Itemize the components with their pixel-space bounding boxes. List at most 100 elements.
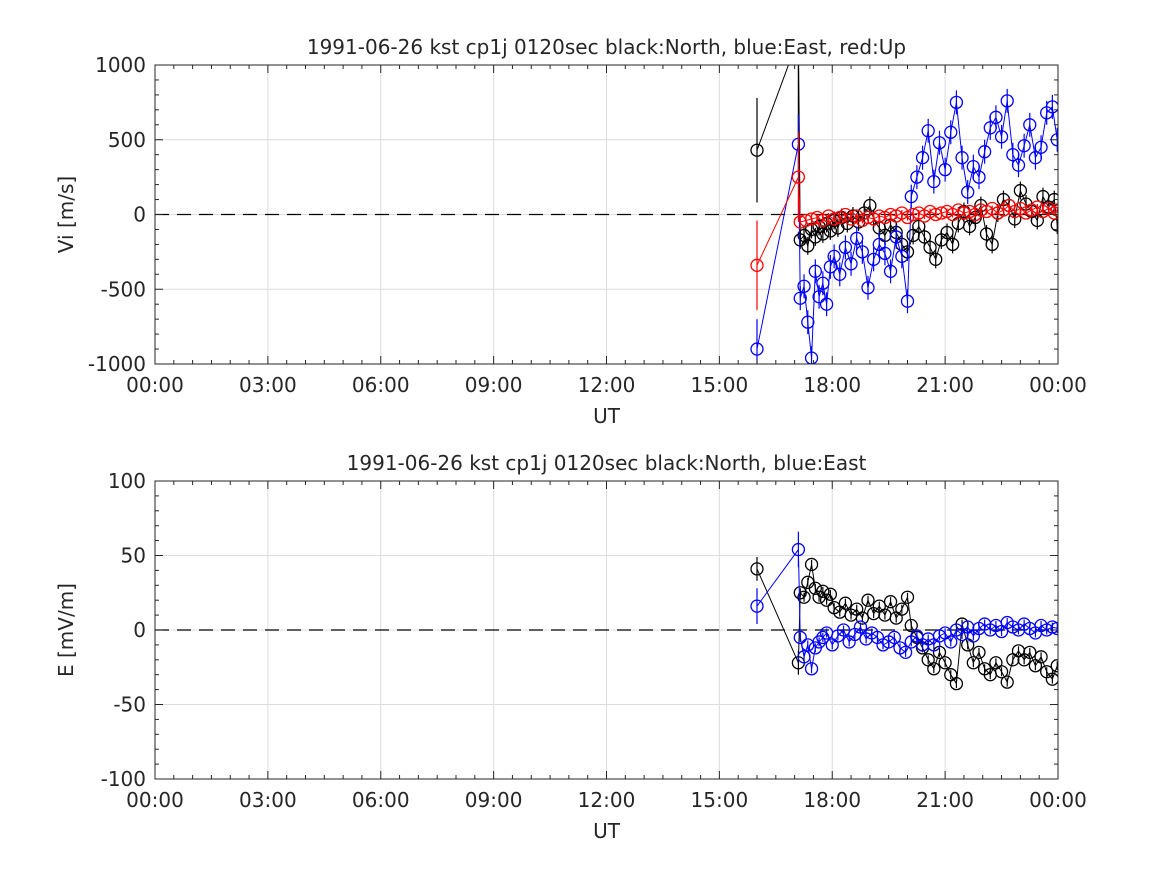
data-point <box>912 219 926 234</box>
x-tick-label: 18:00 <box>803 373 861 397</box>
data-point <box>804 557 819 572</box>
y-tick-label: 0 <box>133 618 146 642</box>
data-point <box>972 645 986 659</box>
data-point <box>1017 139 1031 153</box>
data-point <box>1000 675 1014 689</box>
data-point <box>812 290 826 304</box>
data-point <box>895 602 909 616</box>
x-tick-label: 03:00 <box>239 788 297 812</box>
data-point <box>1045 100 1058 114</box>
x-tick-label: 00:00 <box>1029 373 1087 397</box>
data-point <box>836 623 851 637</box>
y-tick-label: 500 <box>108 128 146 152</box>
data-point <box>904 189 918 204</box>
data-point <box>949 676 964 691</box>
data-point <box>910 170 924 184</box>
data-point <box>944 635 958 649</box>
data-point <box>804 662 819 676</box>
data-point <box>797 590 811 604</box>
data-point <box>1011 158 1026 172</box>
data-point <box>850 231 864 246</box>
data-point <box>1045 620 1058 634</box>
data-point <box>838 240 853 255</box>
y-tick-label: -100 <box>101 767 146 791</box>
x-tick-label: 00:00 <box>126 373 184 397</box>
y-tick-label: 50 <box>121 544 146 568</box>
data-point <box>989 110 1003 124</box>
y-tick-label: 1000 <box>95 53 146 77</box>
x-tick-label: 18:00 <box>803 788 861 812</box>
data-point <box>961 185 975 199</box>
data-point <box>808 581 822 595</box>
data-point <box>816 630 830 645</box>
data-point <box>994 665 1009 679</box>
data-point <box>1050 203 1058 217</box>
electric-field-panel: 00:00 03:00 06:00 09:00 12:00 15:00 18:00 21:00… <box>54 451 1087 843</box>
data-point <box>932 136 947 150</box>
data-point <box>861 593 875 607</box>
y-tick-label: -1000 <box>88 352 146 376</box>
x-tick-label: 21:00 <box>916 373 974 397</box>
data-point <box>887 630 901 645</box>
data-point <box>985 237 999 252</box>
data-point <box>804 351 819 364</box>
y-tick-label: 100 <box>108 469 146 493</box>
x-tick-label: 09:00 <box>465 788 523 812</box>
chart-title: 1991-06-26 kst cp1j 0120sec black:North,… <box>307 35 906 59</box>
x-tick-label: 06:00 <box>352 373 410 397</box>
data-point <box>917 230 932 244</box>
data-point <box>819 297 834 311</box>
chart-title: 1991-06-26 kst cp1j 0120sec black:North,… <box>347 451 867 475</box>
data-point <box>823 587 838 601</box>
data-point <box>853 620 868 634</box>
data-point <box>949 95 964 110</box>
data-point <box>977 145 992 159</box>
x-tick-label: 12:00 <box>578 373 636 397</box>
data-point <box>1050 621 1058 636</box>
data-point <box>793 586 807 600</box>
data-point <box>889 230 903 244</box>
x-tick-label: 09:00 <box>465 373 523 397</box>
y-tick-label: -500 <box>101 277 146 301</box>
data-point <box>878 246 892 261</box>
data-point <box>955 151 969 165</box>
x-tick-label: 00:00 <box>126 788 184 812</box>
data-point <box>816 584 830 598</box>
data-point <box>940 225 954 240</box>
data-point <box>797 650 811 664</box>
x-tick-label: 06:00 <box>352 788 410 812</box>
data-point <box>923 240 937 255</box>
data-point <box>816 276 830 290</box>
data-point <box>944 125 958 139</box>
data-point <box>855 611 869 625</box>
y-tick-label: -50 <box>113 693 146 717</box>
data-point <box>801 239 815 253</box>
data-point <box>972 170 986 184</box>
data-point <box>808 264 822 278</box>
data-point <box>1023 118 1037 132</box>
data-point <box>994 130 1009 144</box>
data-point <box>791 170 806 184</box>
series-0 <box>750 556 1058 691</box>
data-point <box>750 342 764 356</box>
data-point <box>921 124 935 138</box>
data-point <box>900 590 915 604</box>
x-axis-label: UT <box>593 819 621 843</box>
data-point <box>793 630 807 645</box>
data-point <box>979 227 994 241</box>
y-tick-label: 0 <box>133 203 146 227</box>
y-axis-label: E [mV/m] <box>54 583 78 677</box>
series-1 <box>750 531 1058 676</box>
series-2 <box>750 132 1058 311</box>
data-point <box>898 645 913 659</box>
data-point <box>883 595 898 609</box>
data-point <box>812 635 826 649</box>
data-point <box>927 662 941 676</box>
x-tick-label: 15:00 <box>691 373 749 397</box>
x-tick-label: 03:00 <box>239 373 297 397</box>
data-point <box>1034 650 1048 664</box>
data-point <box>844 257 858 271</box>
data-point <box>1023 645 1037 659</box>
data-layer <box>750 65 1058 364</box>
data-point <box>904 618 918 633</box>
